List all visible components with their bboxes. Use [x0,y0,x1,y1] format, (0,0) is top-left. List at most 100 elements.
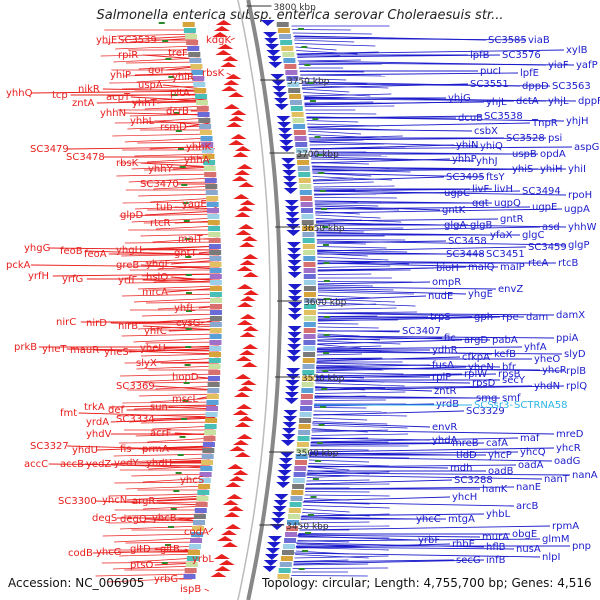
leader-line [131,165,214,170]
forward-feature-mark [287,344,302,350]
cog-block [285,532,298,537]
gene-label: rplP [432,372,451,383]
cog-block [208,232,221,237]
cog-block [300,400,313,405]
leader-line [114,121,209,124]
cog-block [207,220,220,225]
tick-label: 3450 kbp [286,522,329,532]
cog-block [298,430,311,435]
gene-label: yhjE [96,35,117,46]
leader-line [302,508,350,513]
gene-label: ptsO [130,560,153,571]
leader-line [120,525,203,530]
forward-feature-mark [285,218,300,224]
cog-block [286,520,299,525]
leader-line [311,429,388,433]
leader-line [143,505,206,510]
leader-line [226,72,232,76]
gene-label: yhfL [174,303,196,314]
gene-label: glpD [120,210,143,221]
leader-line [317,288,394,291]
feature-tracks [158,20,330,579]
backbone-arcs [237,0,282,600]
forward-feature-mark [271,80,286,86]
cog-block [204,178,217,183]
cog-block [195,94,208,99]
forward-feature-mark [285,206,300,212]
cog-block [277,28,290,33]
cog-block [297,166,310,171]
gene-label: rpsB [498,369,521,380]
forward-feature-mark [284,392,299,398]
gene-label: psi [548,133,562,144]
leader-line [30,90,206,94]
feature-dash [168,76,175,78]
leader-line [303,496,451,502]
gene-label: SC3300 [58,496,97,507]
gene-label: yhhQ [6,88,33,99]
leader-line [30,264,220,268]
gene-label: yhhA [184,155,210,166]
forward-feature-mark [281,158,296,164]
gene-label: maf [520,433,540,444]
feature-dash [323,262,330,264]
forward-feature-mark [265,44,280,50]
cog-block [301,376,314,381]
cog-block [302,244,315,249]
feature-dash [170,508,177,510]
cog-block [185,34,198,39]
leader-line [293,559,349,562]
leader-line [297,540,350,543]
feature-dash [301,46,308,48]
forward-feature-mark [287,290,302,296]
gene-label: rsmD [160,122,187,133]
forward-feature-mark [277,128,292,134]
forward-feature-mark [286,368,301,374]
reverse-feature-mark [234,374,251,379]
cog-block [302,370,315,375]
feature-dash [161,562,168,564]
reverse-feature-mark [241,236,258,241]
leader-line [144,105,207,110]
cog-block [199,124,212,129]
gene-label: glmM [542,534,570,545]
leader-line [297,534,481,538]
leader-line [109,81,204,84]
leader-line [135,433,214,437]
leader-line [101,561,196,564]
feature-dash [173,112,180,114]
leader-line [303,97,353,100]
forward-feature-mark [274,494,289,500]
leader-line [140,264,220,270]
leader-line [315,214,381,219]
leader-line [300,78,347,81]
feature-dash [158,22,165,24]
leader-line [315,205,441,211]
leader-line [136,77,203,83]
cog-block [289,502,302,507]
gene-label: SC3479 [30,144,69,155]
reverse-feature-mark [229,446,246,451]
leader-line [298,63,382,65]
gene-label: rbsK [116,158,139,169]
feature-dash [321,388,328,390]
gene-label: cafA [486,438,508,449]
gene-label: yhiP [110,70,131,81]
cog-block [283,544,296,549]
cog-block [303,328,316,333]
cog-block [293,472,306,477]
gene-label: SC3551 [470,79,509,90]
reverse-feature-mark [242,272,259,277]
leader-line [137,325,220,330]
leader-line [307,470,370,475]
leader-line [152,357,219,363]
tick-label: 3700 kbp [296,150,339,160]
leader-line [317,269,411,272]
tick-label: 3600 kbp [304,298,347,308]
cog-block [206,400,219,405]
leader-line [121,253,220,257]
reverse-feature-mark [218,560,235,565]
forward-feature-mark [273,98,288,104]
cog-block [209,250,222,255]
gene-label: gph [474,312,493,323]
